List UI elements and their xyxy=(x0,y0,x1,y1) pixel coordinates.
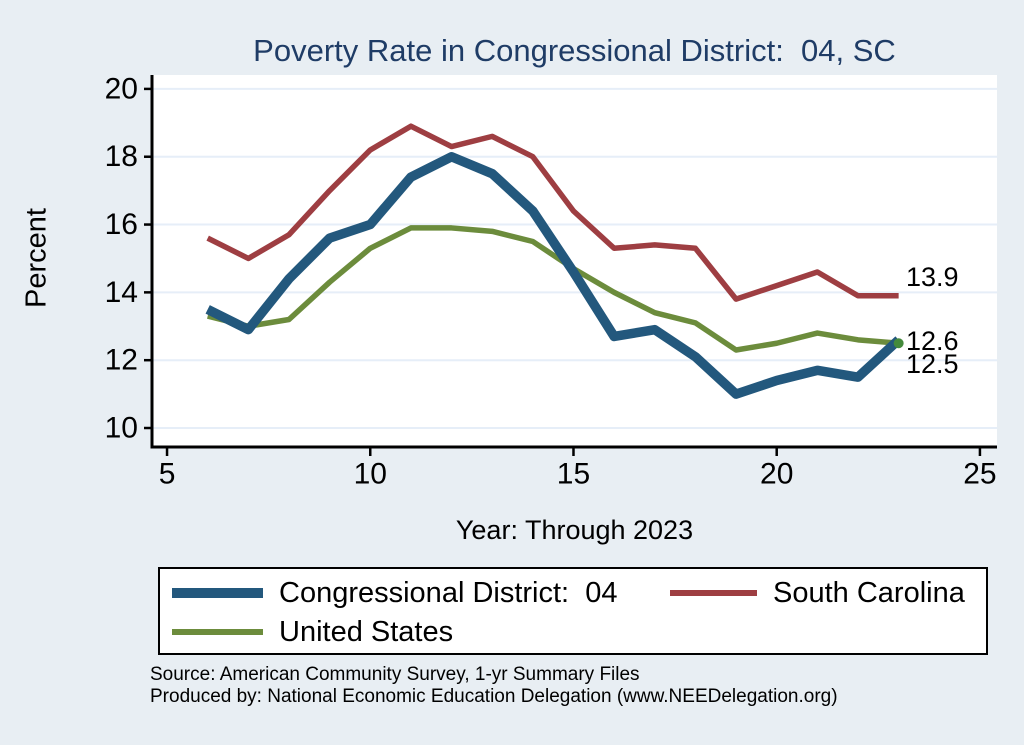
end-label-1: 13.9 xyxy=(906,262,959,292)
poverty-line-chart: 10 12 14 16 18 20 5 10 15 20 25 12.6 13.9 12.5 xyxy=(105,72,997,491)
x-axis-label: Year: Through 2023 xyxy=(455,515,694,545)
series-line-1 xyxy=(206,123,899,302)
legend-swatch-south-carolina xyxy=(670,590,757,596)
x-tick-label-20: 20 xyxy=(760,458,793,491)
series-line-2 xyxy=(207,225,899,353)
legend-swatch-congressional-district xyxy=(172,588,263,598)
legend-item-south-carolina: South Carolina xyxy=(670,576,965,610)
legend: Congressional District: 04 South Carolin… xyxy=(158,567,988,655)
chart-title: Poverty Rate in Congressional District: … xyxy=(253,33,896,68)
end-label-2: 12.5 xyxy=(906,349,959,379)
x-tick-label-10: 10 xyxy=(354,458,387,491)
y-tick-label-10: 10 xyxy=(105,412,138,445)
caption-block: Source: American Community Survey, 1-yr … xyxy=(150,664,838,707)
series-line-0 xyxy=(205,151,902,399)
y-axis-label: Percent xyxy=(20,208,53,308)
legend-label-congressional-district: Congressional District: 04 xyxy=(279,576,618,609)
y-tick-label-20: 20 xyxy=(105,72,138,105)
y-tick-label-14: 14 xyxy=(105,276,138,309)
x-tick-label-25: 25 xyxy=(963,458,996,491)
y-tick-label-18: 18 xyxy=(105,140,138,173)
legend-swatch-united-states xyxy=(172,629,263,635)
source-caption: Source: American Community Survey, 1-yr … xyxy=(150,664,640,685)
legend-label-south-carolina: South Carolina xyxy=(773,576,965,609)
produced-by-caption: Produced by: National Economic Education… xyxy=(150,685,838,707)
x-tick-label-15: 15 xyxy=(557,458,590,491)
y-tick-label-12: 12 xyxy=(105,344,138,377)
plot-area xyxy=(152,75,997,447)
y-tick-label-16: 16 xyxy=(105,208,138,241)
x-tick-label-5: 5 xyxy=(159,458,176,491)
legend-item-congressional-district: Congressional District: 04 xyxy=(172,576,617,610)
legend-label-united-states: United States xyxy=(279,615,454,648)
legend-item-united-states: United States xyxy=(172,615,453,649)
end-label-0: 12.6 xyxy=(906,326,959,356)
end-marker-dot-2 xyxy=(893,338,904,349)
